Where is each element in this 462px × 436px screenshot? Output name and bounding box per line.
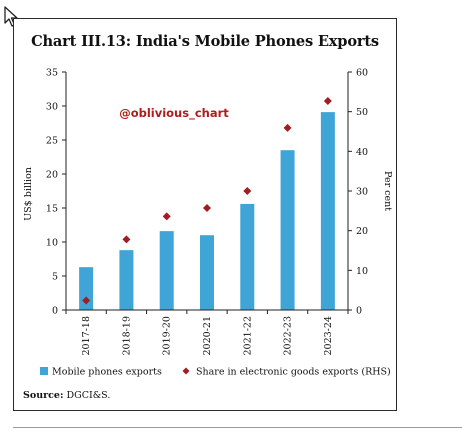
bar [320, 112, 335, 311]
y2-tick-label: 0 [356, 306, 362, 317]
chart-plot: @oblivious_chart 0 5 10 15 20 25 30 35 0 10 20 30 40 5… [23, 68, 393, 378]
data-point-marker [243, 187, 252, 195]
y2-axis-title: Per cent [382, 171, 393, 211]
data-point-marker [82, 296, 91, 305]
bar [159, 231, 174, 310]
legend-swatch-marker [182, 367, 190, 375]
x-tick-label: 2021-22 [242, 316, 253, 355]
y2-tick-label: 60 [356, 68, 368, 79]
bar [200, 235, 214, 310]
y2-tick-label: 40 [356, 147, 368, 158]
data-point-marker [122, 235, 131, 244]
y-tick-label: 25 [46, 136, 58, 147]
data-point-marker [203, 204, 211, 213]
bar [79, 267, 94, 310]
x-tick-label: 2018-19 [121, 316, 132, 355]
x-tick-label: 2017-18 [81, 316, 92, 355]
y-axis-title: US$ billion [23, 167, 34, 221]
bar [280, 150, 295, 310]
y-tick-label: 20 [46, 170, 58, 181]
y2-tick-label: 10 [356, 266, 368, 277]
watermark-text: @oblivious_chart [119, 106, 229, 121]
chart-title: Chart III.13: India's Mobile Phones Expo… [31, 33, 379, 50]
source-text: DGCI&S. [66, 390, 111, 401]
source-note: Source: DGCI&S. [23, 390, 110, 401]
bar [119, 250, 134, 310]
x-tick-label: 2020-21 [202, 316, 213, 355]
y-tick-label: 35 [46, 68, 58, 79]
bar [240, 203, 255, 310]
x-tick-label: 2022-23 [283, 316, 294, 355]
y-tick-label: 5 [52, 272, 58, 283]
y2-tick-label: 30 [356, 187, 368, 198]
y-tick-label: 30 [46, 102, 58, 113]
x-tick-label: 2019-20 [162, 316, 173, 355]
legend-label: Share in electronic goods exports (RHS) [196, 367, 391, 378]
legend-label: Mobile phones exports [52, 367, 162, 378]
data-point-marker [283, 123, 292, 132]
y2-tick-label: 50 [356, 107, 368, 118]
source-label: Source: [23, 390, 64, 401]
legend-swatch-bar [40, 367, 48, 375]
y2-tick-label: 20 [356, 226, 368, 237]
y-tick-label: 10 [46, 238, 58, 249]
data-point-marker [162, 212, 171, 221]
x-tick-label: 2023-24 [323, 316, 334, 355]
divider [13, 427, 462, 428]
y-tick-label: 0 [52, 306, 58, 317]
chart-panel: Chart III.13: India's Mobile Phones Expo… [13, 18, 397, 411]
data-point-marker [323, 96, 332, 105]
y-tick-label: 15 [46, 204, 58, 215]
